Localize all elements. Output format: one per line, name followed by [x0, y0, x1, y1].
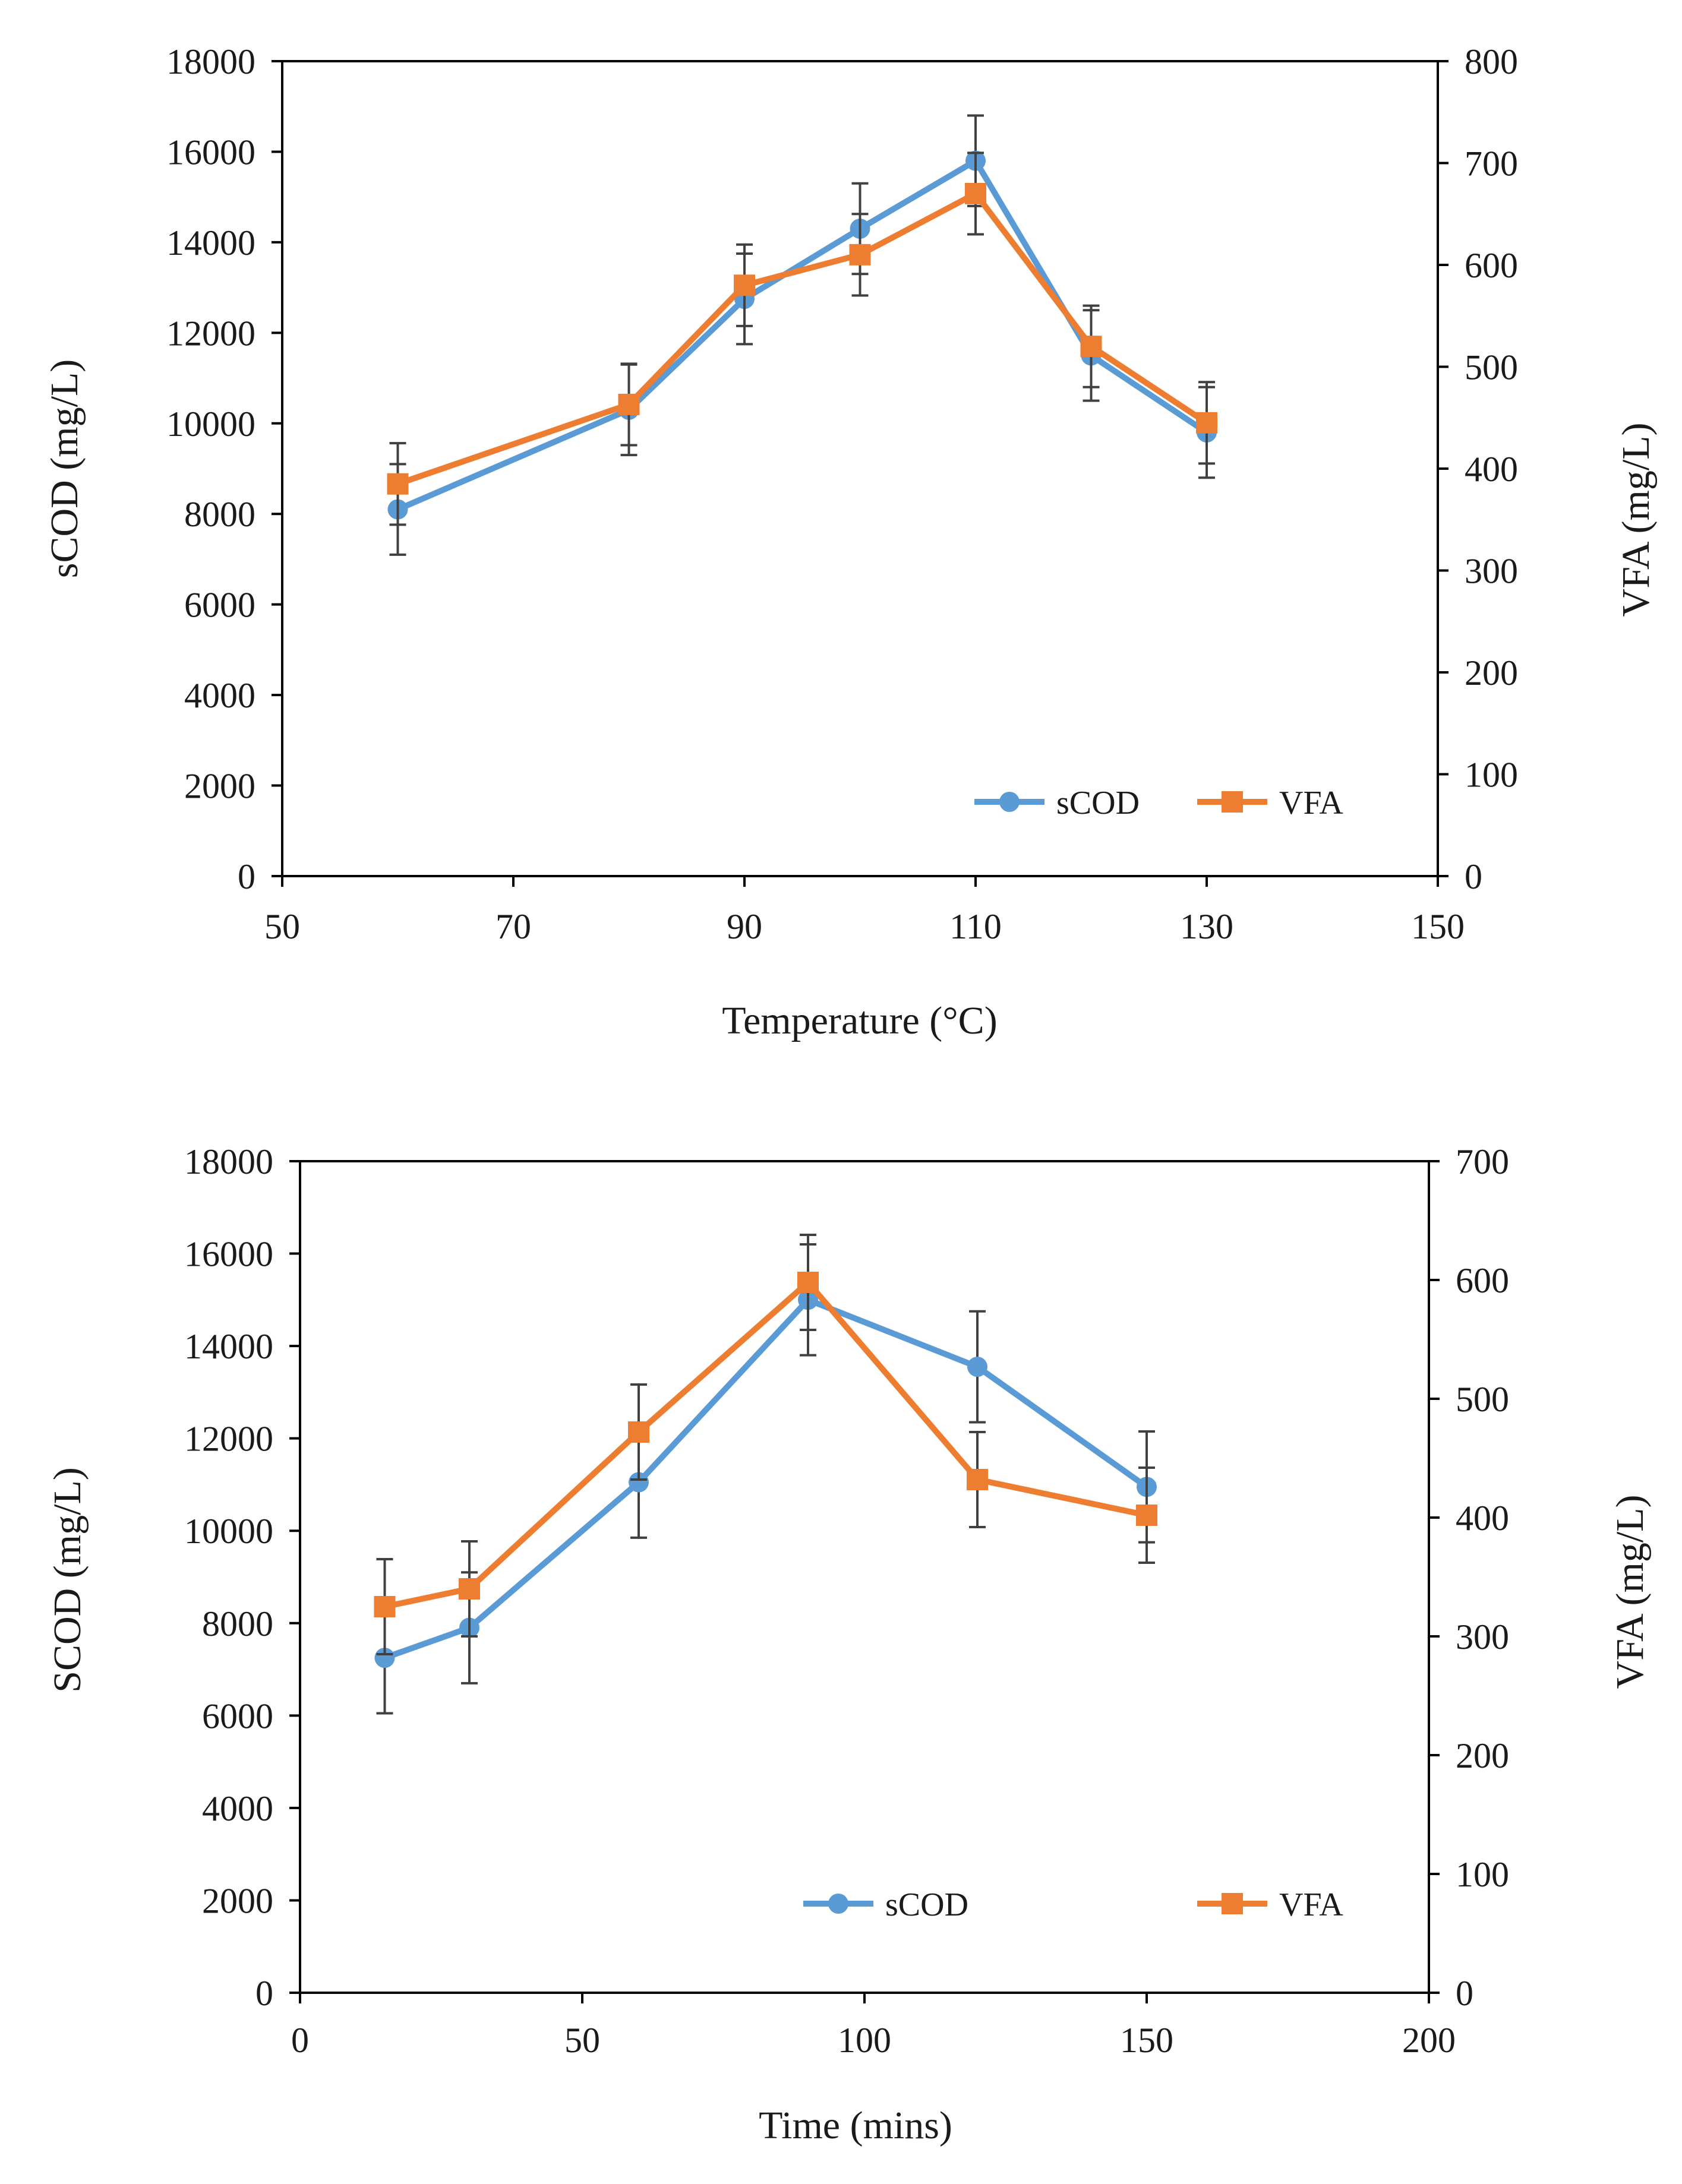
data-point-vfa: [797, 1272, 819, 1293]
legend-scod-marker: [999, 792, 1020, 812]
y-axis-label-right: VFA (mg/L): [1608, 1495, 1652, 1689]
y-tick-label: 0: [238, 857, 255, 896]
y-tick-label: 16000: [166, 132, 255, 172]
data-point-vfa: [1080, 336, 1102, 358]
y-tick-label: 2000: [184, 767, 255, 806]
series-vfa: [387, 151, 1217, 526]
x-tick-label: 50: [264, 907, 300, 946]
legend-scod-marker: [828, 1894, 848, 1914]
y2-tick-label: 200: [1465, 653, 1518, 693]
y-tick-label: 0: [255, 1974, 273, 2013]
y2-tick-label: 0: [1465, 857, 1482, 896]
y2-tick-label: 700: [1456, 1142, 1509, 1181]
data-point-vfa: [734, 274, 755, 296]
y-tick-label: 10000: [166, 404, 255, 444]
y-tick-label: 10000: [184, 1512, 273, 1551]
y2-tick-label: 300: [1465, 552, 1518, 591]
y-tick-label: 16000: [184, 1235, 273, 1274]
y-axis-label-left: SCOD (mg/L): [46, 1467, 89, 1693]
y-tick-label: 2000: [202, 1881, 273, 1920]
legend-scod-label: sCOD: [1056, 785, 1140, 821]
x-tick-label: 200: [1402, 2021, 1456, 2060]
x-tick-label: 0: [291, 2021, 309, 2060]
series-layer: [374, 1234, 1157, 1715]
legend-vfa-marker: [1222, 791, 1243, 813]
y-tick-label: 6000: [184, 586, 255, 625]
series-layer: [387, 114, 1217, 556]
data-point-scod: [967, 1357, 987, 1377]
y-tick-label: 18000: [166, 42, 255, 81]
y-tick-label: 12000: [184, 1420, 273, 1459]
series-scod: [374, 1243, 1157, 1715]
x-tick-label: 150: [1411, 907, 1465, 946]
data-point-scod: [374, 1648, 395, 1668]
y2-tick-label: 0: [1456, 1974, 1473, 2013]
y-axis-right: 0 100 200 300 400 500 600 700: [1429, 1142, 1509, 2013]
x-tick-label: 110: [949, 907, 1002, 946]
y-tick-label: 8000: [184, 495, 255, 534]
data-point-vfa: [618, 393, 640, 415]
series-scod: [387, 114, 1217, 556]
x-axis-label: Temperature (°C): [722, 999, 997, 1042]
y-tick-label: 18000: [184, 1142, 273, 1181]
x-tick-label: 70: [496, 907, 531, 946]
data-point-vfa: [387, 473, 409, 495]
x-tick-label: 150: [1120, 2021, 1173, 2060]
y-axis-left: 0 2000 4000 6000 8000 10000 12000 14000 16000 180…: [166, 42, 282, 896]
y-tick-label: 4000: [202, 1789, 273, 1828]
y2-tick-label: 300: [1456, 1617, 1509, 1657]
legend: sCOD VFA: [803, 1886, 1343, 1923]
temperature-chart: 50 70 90 110 130 150 020004000600080001000012…: [43, 42, 1658, 1042]
data-point-vfa: [459, 1578, 480, 1600]
y-tick-label: 4000: [184, 676, 255, 715]
series-line-scod: [383, 1297, 1148, 1661]
x-axis: 50 70 90 110 130 150: [264, 876, 1465, 946]
legend-vfa-marker: [1222, 1893, 1243, 1914]
y-axis-right: 0 100 200 300 400 500 600 700 800: [1438, 42, 1518, 896]
data-point-vfa: [967, 1469, 988, 1490]
y-axis-left: 0 2000 4000 6000 8000 10000 12000 14000 16000 180…: [184, 1142, 300, 2013]
data-point-vfa: [1196, 412, 1217, 434]
x-tick-label: 130: [1180, 907, 1233, 946]
y2-tick-label: 500: [1465, 348, 1518, 387]
data-point-vfa: [374, 1596, 396, 1617]
data-point-vfa: [965, 182, 986, 204]
x-axis: 0 50 100 150 200: [291, 1993, 1456, 2060]
y2-tick-label: 800: [1465, 42, 1518, 81]
x-tick-label: 50: [564, 2021, 600, 2060]
series-line-vfa: [384, 1279, 1148, 1610]
y2-tick-label: 600: [1465, 246, 1518, 285]
time-chart: 0 50 100 150 200 020004000600080001000012000…: [46, 1142, 1652, 2147]
series-vfa: [374, 1234, 1157, 1655]
y-tick-label: 14000: [166, 223, 255, 263]
y-tick-label: 6000: [202, 1696, 273, 1736]
y2-tick-label: 400: [1456, 1499, 1509, 1538]
x-axis-label: Time (mins): [759, 2104, 952, 2147]
y2-tick-label: 200: [1456, 1736, 1509, 1775]
y-tick-label: 14000: [184, 1327, 273, 1366]
x-tick-label: 100: [838, 2021, 891, 2060]
legend-scod-label: sCOD: [885, 1886, 968, 1923]
data-point-vfa: [628, 1421, 649, 1443]
y-tick-label: 8000: [202, 1604, 273, 1643]
y2-tick-label: 400: [1465, 450, 1518, 489]
legend-vfa-label: VFA: [1279, 1886, 1343, 1923]
data-point-vfa: [1136, 1505, 1157, 1526]
data-point-vfa: [849, 244, 871, 266]
y-tick-label: 12000: [166, 314, 255, 353]
y2-tick-label: 100: [1465, 756, 1518, 795]
x-tick-label: 90: [727, 907, 762, 946]
y-axis-label-left: sCOD (mg/L): [43, 359, 86, 578]
y2-tick-label: 500: [1456, 1380, 1509, 1419]
data-point-scod: [629, 1472, 649, 1493]
y2-tick-label: 100: [1456, 1855, 1509, 1894]
y-axis-label-right: VFA (mg/L): [1614, 423, 1658, 617]
y2-tick-label: 700: [1465, 144, 1518, 184]
y2-tick-label: 600: [1456, 1261, 1509, 1300]
legend-vfa-label: VFA: [1279, 785, 1343, 821]
legend: sCOD VFA: [974, 785, 1343, 821]
